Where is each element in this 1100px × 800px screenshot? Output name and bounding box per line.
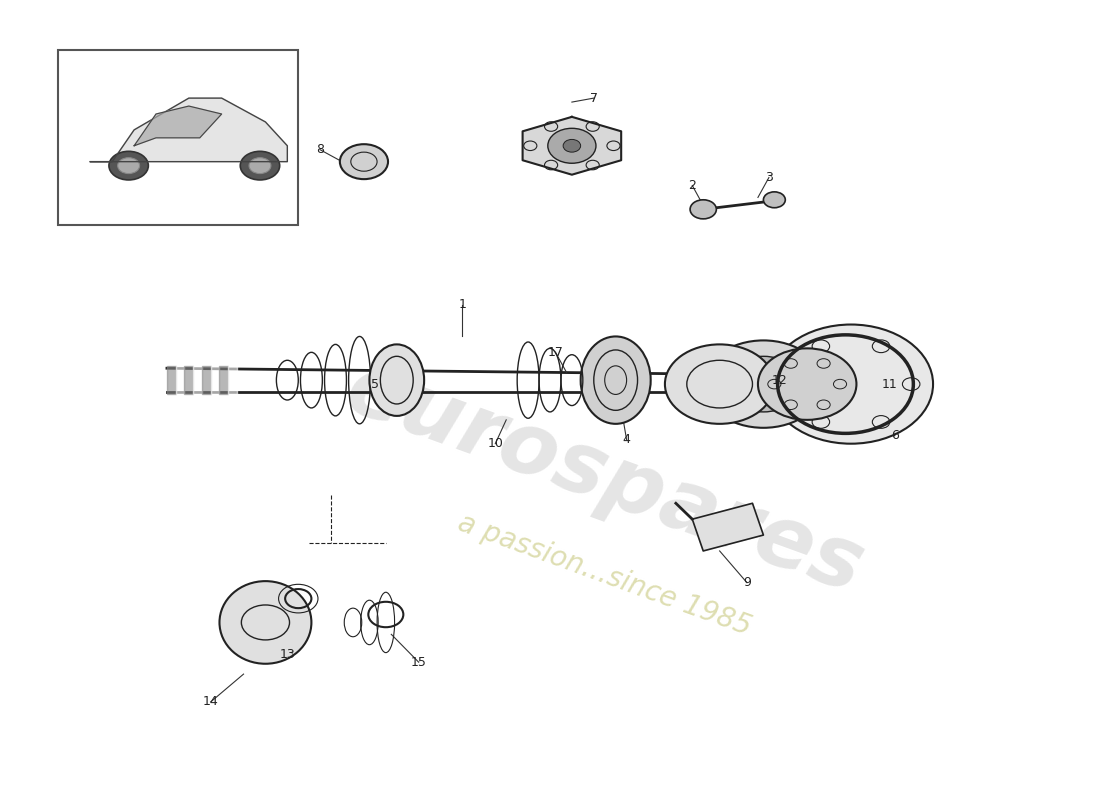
Circle shape [763, 192, 785, 208]
Polygon shape [167, 366, 176, 394]
Text: 7: 7 [590, 92, 597, 105]
Circle shape [703, 341, 824, 428]
Polygon shape [134, 106, 222, 146]
Ellipse shape [370, 344, 425, 416]
Text: eurospares: eurospares [334, 347, 874, 611]
Circle shape [769, 325, 933, 444]
Text: 4: 4 [623, 434, 630, 446]
Polygon shape [211, 366, 220, 394]
Polygon shape [185, 366, 194, 394]
Polygon shape [692, 503, 763, 551]
Text: 2: 2 [689, 179, 696, 192]
Polygon shape [202, 366, 211, 394]
Text: 3: 3 [764, 171, 773, 184]
Text: 5: 5 [371, 378, 378, 390]
Text: 12: 12 [772, 374, 788, 386]
Text: a passion...since 1985: a passion...since 1985 [454, 509, 756, 641]
Text: 9: 9 [744, 576, 751, 590]
Ellipse shape [581, 337, 651, 424]
Circle shape [109, 151, 148, 180]
Text: 15: 15 [410, 656, 427, 669]
Text: 10: 10 [487, 437, 503, 450]
Polygon shape [176, 366, 185, 394]
Polygon shape [522, 117, 622, 174]
Circle shape [240, 151, 279, 180]
Text: 1: 1 [459, 298, 466, 311]
Bar [57, 50, 298, 226]
Polygon shape [220, 366, 228, 394]
Circle shape [725, 356, 802, 412]
Circle shape [340, 144, 388, 179]
Circle shape [563, 139, 581, 152]
Polygon shape [90, 98, 287, 162]
Text: 8: 8 [316, 143, 324, 156]
Circle shape [747, 372, 780, 396]
Text: 13: 13 [279, 648, 295, 661]
Polygon shape [228, 366, 236, 394]
Ellipse shape [220, 581, 311, 664]
Circle shape [664, 344, 774, 424]
Circle shape [249, 158, 271, 174]
Circle shape [548, 128, 596, 163]
Circle shape [690, 200, 716, 219]
Text: 17: 17 [548, 346, 563, 359]
Text: 11: 11 [881, 378, 898, 390]
Polygon shape [194, 366, 202, 394]
Text: 6: 6 [891, 430, 899, 442]
Text: 14: 14 [202, 695, 219, 708]
Circle shape [118, 158, 140, 174]
Circle shape [758, 348, 857, 420]
